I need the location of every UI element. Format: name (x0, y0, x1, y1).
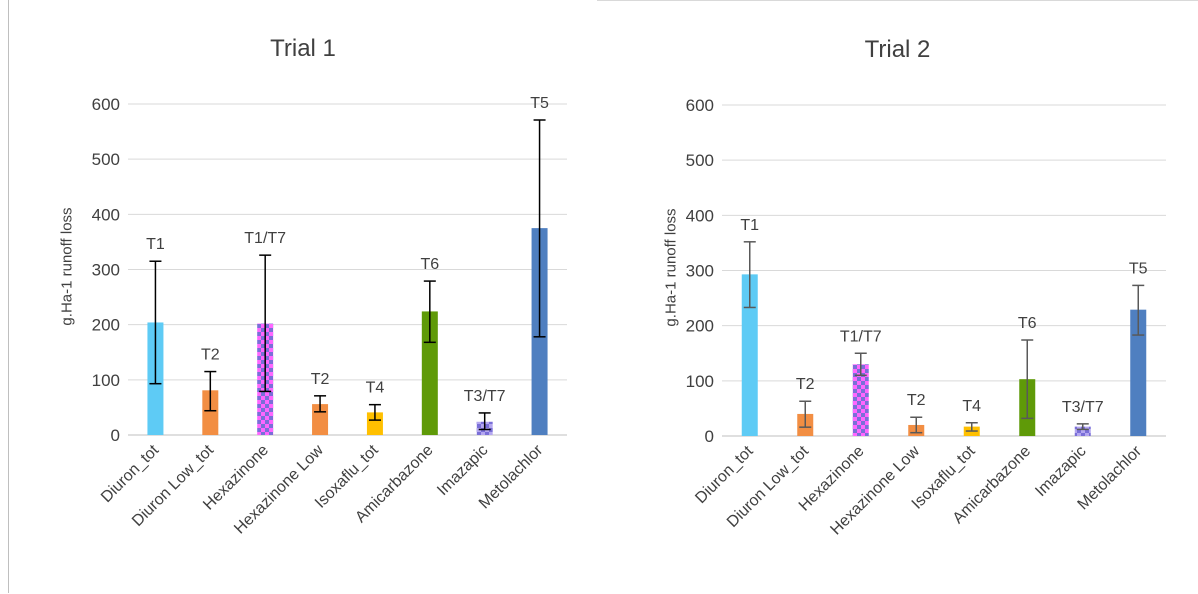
y-tick-label: 200 (686, 317, 714, 336)
error-bar (743, 241, 756, 309)
error-bar (204, 370, 217, 412)
bar-data-label: T3/T7 (1062, 399, 1104, 416)
bar-data-label: T2 (311, 371, 330, 388)
x-tick-label: Imazapic (434, 442, 491, 499)
bar (202, 390, 219, 435)
y-tick-label: 300 (686, 262, 714, 281)
y-tick-label: 500 (92, 150, 120, 169)
bar-data-label: T1 (146, 236, 165, 253)
bar (741, 274, 758, 436)
bar (1074, 426, 1091, 436)
y-tick-label: 400 (92, 205, 120, 224)
chart-plot-area: 0100200300400500600T1Diuron_totT2Diuron … (686, 96, 1166, 538)
error-bar (799, 400, 812, 428)
bar-data-label: T1/T7 (840, 328, 882, 345)
y-tick-label: 0 (705, 427, 714, 446)
bar-data-label: T2 (201, 347, 220, 364)
y-tick-label: 500 (686, 151, 714, 170)
y-tick-label: 300 (92, 261, 120, 280)
error-bar (368, 403, 381, 421)
y-tick-label: 200 (92, 316, 120, 335)
error-bar (314, 395, 327, 413)
bar-data-label: T2 (796, 376, 815, 393)
chart-title: Trial 2 (864, 36, 931, 63)
chart-plot-area: 0100200300400500600T1Diuron_totT2Diuron … (92, 95, 567, 537)
chart-panel-trial-2: Trial 2 g.Ha-1 runoff loss 0 100 200 300 400… (597, 0, 1198, 594)
bar-data-label: T6 (1018, 315, 1037, 332)
error-bar (910, 416, 923, 434)
y-tick-label: 400 (686, 206, 714, 225)
y-tick-label: 600 (686, 96, 714, 115)
bar-data-label: T4 (366, 380, 385, 397)
error-bar (478, 412, 491, 431)
bar-data-label: T5 (530, 95, 549, 112)
bar (852, 364, 869, 436)
error-bar (423, 280, 436, 344)
error-bar (259, 254, 272, 393)
y-tick-label: 0 (111, 426, 120, 445)
error-bar (1021, 339, 1034, 420)
bar (1130, 309, 1147, 436)
y-tick-label: 100 (92, 371, 120, 390)
bar-data-label: T4 (962, 398, 981, 415)
error-bar (854, 352, 867, 377)
bar-data-label: T1/T7 (244, 230, 286, 247)
error-bar (533, 119, 546, 338)
bar-data-label: T3/T7 (464, 388, 506, 405)
bar-data-label: T2 (907, 392, 926, 409)
y-tick-label: 100 (686, 372, 714, 391)
x-tick-label: Imazapic (1032, 443, 1089, 500)
bar (366, 412, 383, 435)
y-tick-label: 600 (92, 95, 120, 114)
bar-data-label: T1 (740, 217, 759, 234)
chart-panel-trial-1: Trial 1 g.Ha-1 runoff loss 0 100 200 300 400… (8, 0, 598, 593)
error-bar (965, 422, 978, 432)
chart-title: Trial 1 (270, 35, 336, 62)
bar-data-label: T6 (420, 256, 439, 273)
bar-data-label: T5 (1129, 260, 1148, 277)
error-bar (1076, 423, 1089, 431)
error-bar (149, 260, 162, 385)
error-bar (1132, 284, 1145, 336)
